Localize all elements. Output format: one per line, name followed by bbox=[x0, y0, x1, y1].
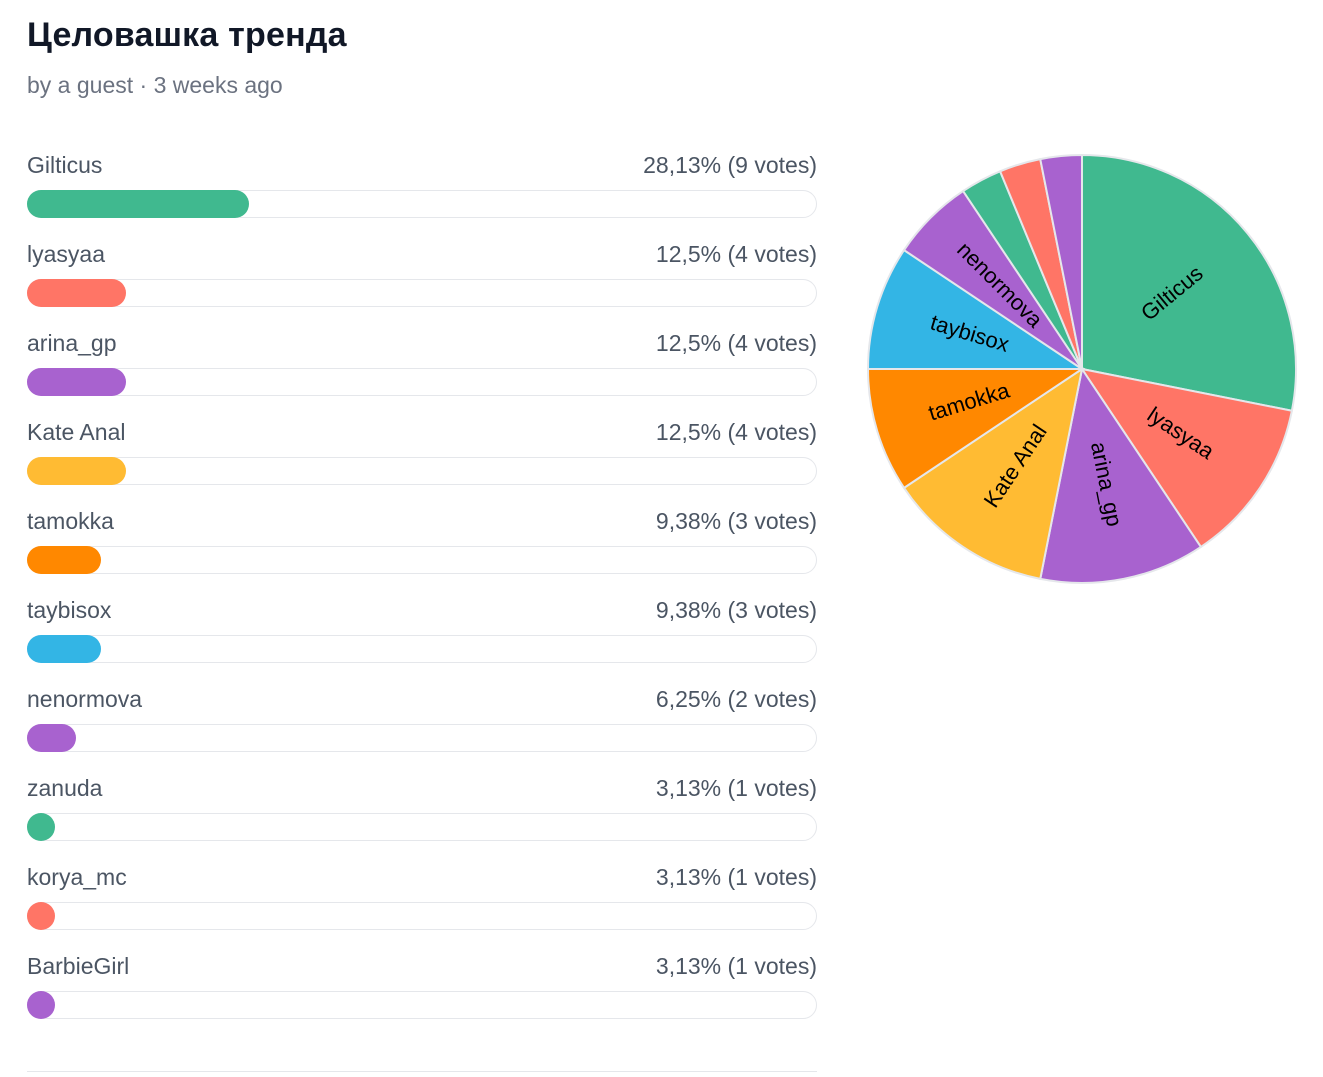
result-row-header: Gilticus 28,13% (9 votes) bbox=[27, 152, 817, 190]
result-row-header: tamokka 9,38% (3 votes) bbox=[27, 508, 817, 546]
progress-fill bbox=[27, 546, 102, 574]
progress-track bbox=[27, 190, 817, 218]
progress-track bbox=[27, 724, 817, 752]
option-name: Kate Anal bbox=[27, 419, 126, 445]
result-row-header: nenormova 6,25% (2 votes) bbox=[27, 686, 817, 724]
option-name: tamokka bbox=[27, 508, 114, 534]
result-row-header: BarbieGirl 3,13% (1 votes) bbox=[27, 953, 817, 991]
result-row-header: zanuda 3,13% (1 votes) bbox=[27, 775, 817, 813]
progress-track bbox=[27, 635, 817, 663]
result-row: Gilticus 28,13% (9 votes) bbox=[27, 152, 817, 241]
divider bbox=[27, 1071, 817, 1072]
result-row-header: lyasyaa 12,5% (4 votes) bbox=[27, 241, 817, 279]
option-name: korya_mc bbox=[27, 864, 127, 890]
progress-track bbox=[27, 546, 817, 574]
result-row-header: taybisox 9,38% (3 votes) bbox=[27, 597, 817, 635]
result-row: taybisox 9,38% (3 votes) bbox=[27, 597, 817, 686]
progress-track bbox=[27, 368, 817, 396]
option-stat: 3,13% (1 votes) bbox=[655, 775, 817, 801]
progress-fill bbox=[27, 457, 126, 485]
option-name: Gilticus bbox=[27, 152, 103, 178]
progress-fill bbox=[27, 190, 250, 218]
progress-fill bbox=[27, 279, 126, 307]
pie-slice-taybisox bbox=[866, 248, 1086, 370]
progress-track bbox=[27, 279, 817, 307]
poll-title: Целовашка тренда bbox=[27, 16, 347, 54]
option-stat: 3,13% (1 votes) bbox=[655, 864, 817, 890]
progress-fill bbox=[27, 902, 55, 930]
progress-fill bbox=[27, 635, 102, 663]
option-name: lyasyaa bbox=[27, 241, 105, 267]
result-row-header: korya_mc 3,13% (1 votes) bbox=[27, 864, 817, 902]
results-pie-chart: Gilticus lyasyaa arina_gp Kate Anal tamokka t… bbox=[860, 147, 1304, 591]
pie-slice-gilticus bbox=[1081, 153, 1297, 412]
result-row: tamokka 9,38% (3 votes) bbox=[27, 508, 817, 597]
option-stat: 6,25% (2 votes) bbox=[655, 686, 817, 712]
result-row: lyasyaa 12,5% (4 votes) bbox=[27, 241, 817, 330]
progress-fill bbox=[27, 991, 55, 1019]
result-row: zanuda 3,13% (1 votes) bbox=[27, 775, 817, 864]
option-stat: 28,13% (9 votes) bbox=[643, 152, 817, 178]
option-name: nenormova bbox=[27, 686, 143, 712]
option-stat: 12,5% (4 votes) bbox=[655, 330, 817, 356]
result-row: arina_gp 12,5% (4 votes) bbox=[27, 330, 817, 419]
result-row: korya_mc 3,13% (1 votes) bbox=[27, 864, 817, 953]
result-row: nenormova 6,25% (2 votes) bbox=[27, 686, 817, 775]
result-row: BarbieGirl 3,13% (1 votes) bbox=[27, 953, 817, 1042]
pie-slice-lyasyaa bbox=[1079, 367, 1294, 549]
option-stat: 12,5% (4 votes) bbox=[655, 241, 817, 267]
progress-fill bbox=[27, 724, 77, 752]
option-name: taybisox bbox=[27, 597, 112, 623]
progress-track bbox=[27, 813, 817, 841]
pie-slice-arina-gp bbox=[1039, 366, 1203, 584]
option-stat: 9,38% (3 votes) bbox=[655, 597, 817, 623]
poll-meta: by a guest · 3 weeks ago bbox=[27, 72, 283, 98]
progress-track bbox=[27, 457, 817, 485]
result-row: Kate Anal 12,5% (4 votes) bbox=[27, 419, 817, 508]
option-name: zanuda bbox=[27, 775, 103, 801]
option-stat: 9,38% (3 votes) bbox=[655, 508, 817, 534]
result-row-header: arina_gp 12,5% (4 votes) bbox=[27, 330, 817, 368]
option-name: BarbieGirl bbox=[27, 953, 130, 979]
result-row-header: Kate Anal 12,5% (4 votes) bbox=[27, 419, 817, 457]
results-list: Gilticus 28,13% (9 votes) lyasyaa 12,5% (4 … bbox=[27, 152, 817, 1042]
option-name: arina_gp bbox=[27, 330, 117, 356]
progress-track bbox=[27, 902, 817, 930]
option-stat: 12,5% (4 votes) bbox=[655, 419, 817, 445]
option-stat: 3,13% (1 votes) bbox=[655, 953, 817, 979]
progress-fill bbox=[27, 813, 55, 841]
progress-track bbox=[27, 991, 817, 1019]
pie-slice-barbiegirl bbox=[1039, 153, 1083, 370]
pie-slice-tamokka bbox=[866, 368, 1086, 490]
progress-fill bbox=[27, 368, 126, 396]
pie-slice-kate-anal bbox=[902, 366, 1084, 581]
